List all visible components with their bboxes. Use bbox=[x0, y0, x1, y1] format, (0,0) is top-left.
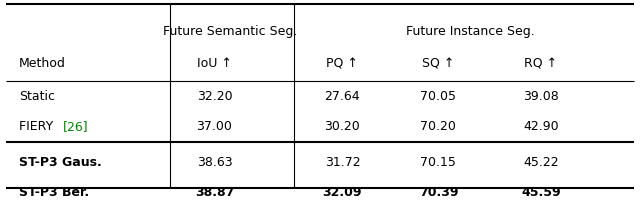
Text: SQ ↑: SQ ↑ bbox=[422, 57, 454, 70]
Text: Static: Static bbox=[19, 89, 55, 102]
Text: 70.15: 70.15 bbox=[420, 155, 456, 168]
Text: FIERY: FIERY bbox=[19, 120, 58, 133]
Text: 42.90: 42.90 bbox=[523, 120, 559, 133]
Text: Method: Method bbox=[19, 57, 66, 70]
Text: PQ ↑: PQ ↑ bbox=[326, 57, 358, 70]
Text: 70.39: 70.39 bbox=[419, 185, 458, 198]
Text: [26]: [26] bbox=[63, 120, 88, 133]
Text: Future Semantic Seg.: Future Semantic Seg. bbox=[163, 25, 298, 38]
Text: ST-P3 Ber.: ST-P3 Ber. bbox=[19, 185, 90, 198]
Text: 32.09: 32.09 bbox=[323, 185, 362, 198]
Text: 38.87: 38.87 bbox=[195, 185, 234, 198]
Text: 30.20: 30.20 bbox=[324, 120, 360, 133]
Text: 39.08: 39.08 bbox=[523, 89, 559, 102]
Text: 45.59: 45.59 bbox=[521, 185, 561, 198]
Text: 37.00: 37.00 bbox=[196, 120, 232, 133]
Text: 38.63: 38.63 bbox=[196, 155, 232, 168]
Text: 31.72: 31.72 bbox=[324, 155, 360, 168]
Text: 70.20: 70.20 bbox=[420, 120, 456, 133]
Text: 32.20: 32.20 bbox=[196, 89, 232, 102]
Text: IoU ↑: IoU ↑ bbox=[197, 57, 232, 70]
Text: Future Instance Seg.: Future Instance Seg. bbox=[406, 25, 535, 38]
Text: ST-P3 Gaus.: ST-P3 Gaus. bbox=[19, 155, 102, 168]
Text: 45.22: 45.22 bbox=[523, 155, 559, 168]
Text: 27.64: 27.64 bbox=[324, 89, 360, 102]
Text: RQ ↑: RQ ↑ bbox=[524, 57, 557, 70]
Text: 70.05: 70.05 bbox=[420, 89, 456, 102]
